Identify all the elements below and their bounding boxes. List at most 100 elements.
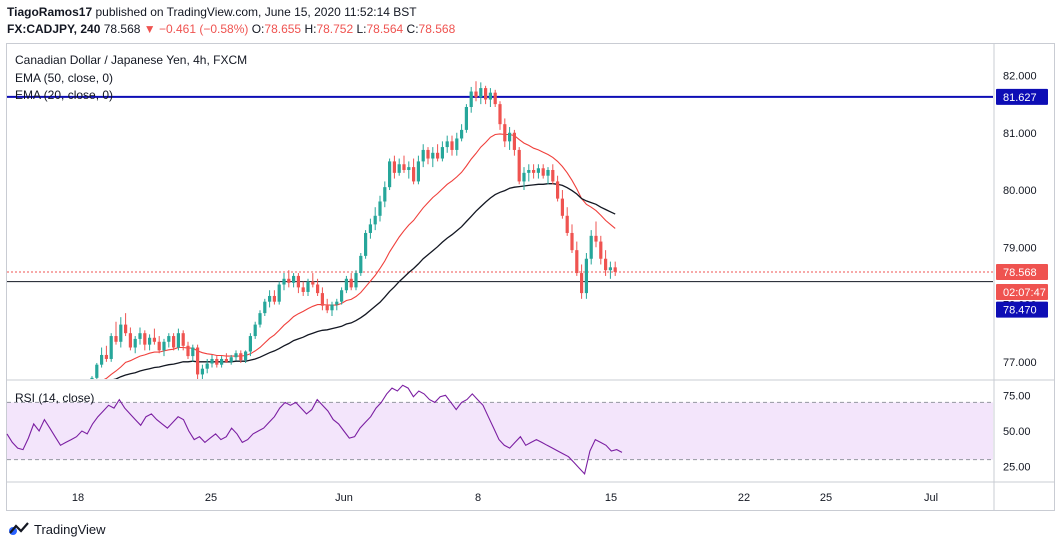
candle-body (196, 347, 200, 375)
publisher-line: TiagoRamos17 published on TradingView.co… (7, 5, 417, 19)
resistance-price-label-bg (996, 88, 1048, 105)
candle-body (522, 172, 526, 182)
candle-body (272, 295, 276, 302)
candle-body (143, 333, 147, 345)
candle-body (124, 324, 128, 334)
candle-body (392, 161, 396, 173)
time-tick-label: 22 (738, 492, 750, 504)
candle-body (349, 278, 353, 288)
candle-body (133, 338, 137, 348)
time-tick-label: 18 (72, 492, 84, 504)
candle-body (551, 169, 555, 182)
price-tick-label: 79.000 (1003, 242, 1037, 254)
symbol-line: FX:CADJPY, 240 78.568 ▼ −0.461 (−0.58%) … (7, 22, 455, 36)
candle-body (186, 345, 190, 357)
candle-body (541, 168, 545, 176)
time-tick-label: 25 (820, 492, 832, 504)
candle-body (95, 364, 99, 378)
footer-brand[interactable]: TradingView (8, 521, 106, 537)
candle-body (527, 169, 531, 173)
price-tick-label: 81.000 (1003, 128, 1037, 140)
candle-body (580, 273, 584, 294)
last-price: 78.568 (103, 22, 141, 36)
published-text: published on TradingView.com, June 15, 2… (95, 5, 417, 19)
candle-body (296, 275, 300, 288)
price-tick-label: 82.000 (1003, 70, 1037, 82)
candle-body (426, 149, 430, 159)
candle-body (498, 104, 502, 125)
candle-body (503, 124, 507, 142)
tradingview-logo-icon (9, 522, 29, 535)
candle-body (460, 129, 464, 139)
candle-body (253, 324, 257, 337)
current-price-label-bg (996, 264, 1048, 281)
open-value: 78.655 (264, 22, 302, 36)
ema20-legend[interactable]: EMA (20, close, 0) (15, 88, 114, 102)
candle-body (512, 132, 516, 150)
candle-body (176, 333, 180, 348)
candle-body (508, 132, 512, 142)
candle-body (229, 357, 233, 362)
candle-body (599, 241, 603, 259)
candle-body (128, 333, 132, 348)
candle-body (162, 341, 166, 351)
candle-body (517, 149, 521, 182)
candle-body (560, 198, 564, 216)
candle-body (608, 267, 612, 271)
rsi-legend[interactable]: RSI (14, close) (15, 391, 95, 405)
candle-body (172, 336, 176, 348)
candle-body (148, 337, 152, 345)
candle-body (594, 235, 598, 242)
time-tick-label: 8 (475, 492, 481, 504)
candle-body (407, 167, 411, 170)
time-tick-label: 15 (605, 492, 617, 504)
candle-body (215, 358, 219, 365)
high-label: H: (304, 22, 317, 36)
candle-body (181, 333, 185, 346)
candle-body (402, 164, 406, 170)
candle-body (152, 337, 156, 342)
close-label: C: (406, 22, 419, 36)
candle-body (157, 341, 161, 351)
close-value: 78.568 (418, 22, 456, 36)
candle-body (445, 141, 449, 148)
main-pane (7, 81, 993, 379)
candle-body (282, 278, 286, 285)
candle-body (320, 293, 324, 306)
price-change: ▼ −0.461 (−0.58%) (143, 22, 249, 36)
candle-body (205, 363, 209, 369)
time-tick-label: 25 (205, 492, 217, 504)
candle-body (354, 273, 358, 288)
rsi-tick-label: 25.00 (1003, 462, 1031, 474)
candle-body (268, 295, 272, 302)
candle-body (589, 235, 593, 259)
candle-body (292, 275, 296, 283)
candle-body (224, 358, 228, 362)
candle-body (469, 91, 473, 107)
rsi-tick-label: 50.00 (1003, 426, 1031, 438)
candle-body (364, 232, 368, 256)
candle-body (239, 353, 243, 361)
candle-body (575, 250, 579, 274)
candle-body (277, 284, 281, 302)
author-name[interactable]: TiagoRamos17 (7, 5, 93, 19)
time-tick-label: Jul (924, 492, 938, 504)
candle-body (388, 161, 392, 188)
support-price-label: 78.470 (1003, 305, 1037, 317)
candle-body (191, 347, 195, 357)
candle-body (220, 358, 224, 365)
candle-body (340, 290, 344, 302)
candle-body (234, 353, 238, 358)
candle-body (119, 324, 123, 342)
candle-body (484, 88, 488, 100)
current-price-label: 78.568 (1003, 267, 1037, 279)
ema50-legend[interactable]: EMA (50, close, 0) (15, 71, 114, 85)
candle-body (488, 92, 492, 100)
candle-body (455, 138, 459, 150)
candle-body (167, 336, 171, 342)
brand-text: TradingView (34, 521, 106, 537)
countdown-label-bg (996, 284, 1048, 301)
symbol-label: FX:CADJPY, 240 (7, 22, 101, 36)
high-value: 78.752 (316, 22, 354, 36)
